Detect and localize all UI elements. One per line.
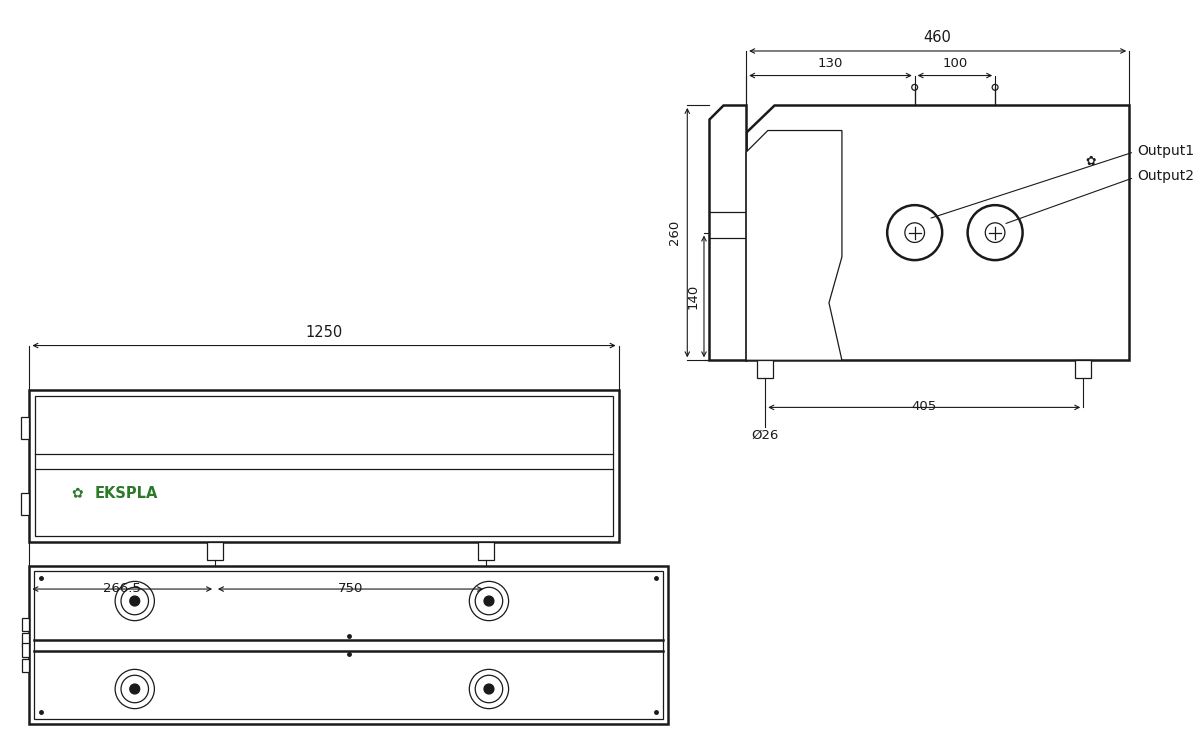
Bar: [20, 417, 30, 439]
Bar: [22, 658, 30, 672]
Bar: [30, 390, 618, 542]
Bar: [1075, 360, 1091, 378]
Circle shape: [130, 596, 139, 606]
Polygon shape: [746, 130, 842, 360]
Text: 140: 140: [688, 284, 700, 309]
Text: 460: 460: [924, 30, 952, 45]
Text: 405: 405: [912, 400, 937, 413]
Bar: [208, 542, 223, 560]
Text: 266.5: 266.5: [103, 582, 142, 595]
Text: EKSPLA: EKSPLA: [95, 486, 157, 501]
Bar: [35, 572, 662, 718]
Polygon shape: [746, 105, 1129, 360]
Text: Output1: Output1: [931, 144, 1194, 218]
Circle shape: [484, 596, 494, 606]
Circle shape: [130, 684, 139, 694]
Bar: [35, 395, 613, 536]
Bar: [478, 542, 494, 560]
Text: 130: 130: [817, 57, 844, 70]
Bar: [20, 493, 30, 514]
Bar: [757, 360, 773, 378]
Bar: [22, 643, 30, 656]
Text: ✿: ✿: [1086, 154, 1096, 168]
Text: Output2: Output2: [1006, 170, 1194, 224]
Bar: [22, 618, 30, 632]
Text: 260: 260: [668, 220, 682, 245]
Text: 100: 100: [942, 57, 967, 70]
Text: 1250: 1250: [305, 325, 343, 340]
Text: 750: 750: [338, 582, 364, 595]
Circle shape: [484, 684, 494, 694]
Text: Ø26: Ø26: [751, 429, 779, 442]
Text: ✿: ✿: [71, 486, 83, 500]
Bar: [22, 634, 30, 647]
Bar: [30, 566, 667, 724]
Polygon shape: [709, 105, 746, 360]
